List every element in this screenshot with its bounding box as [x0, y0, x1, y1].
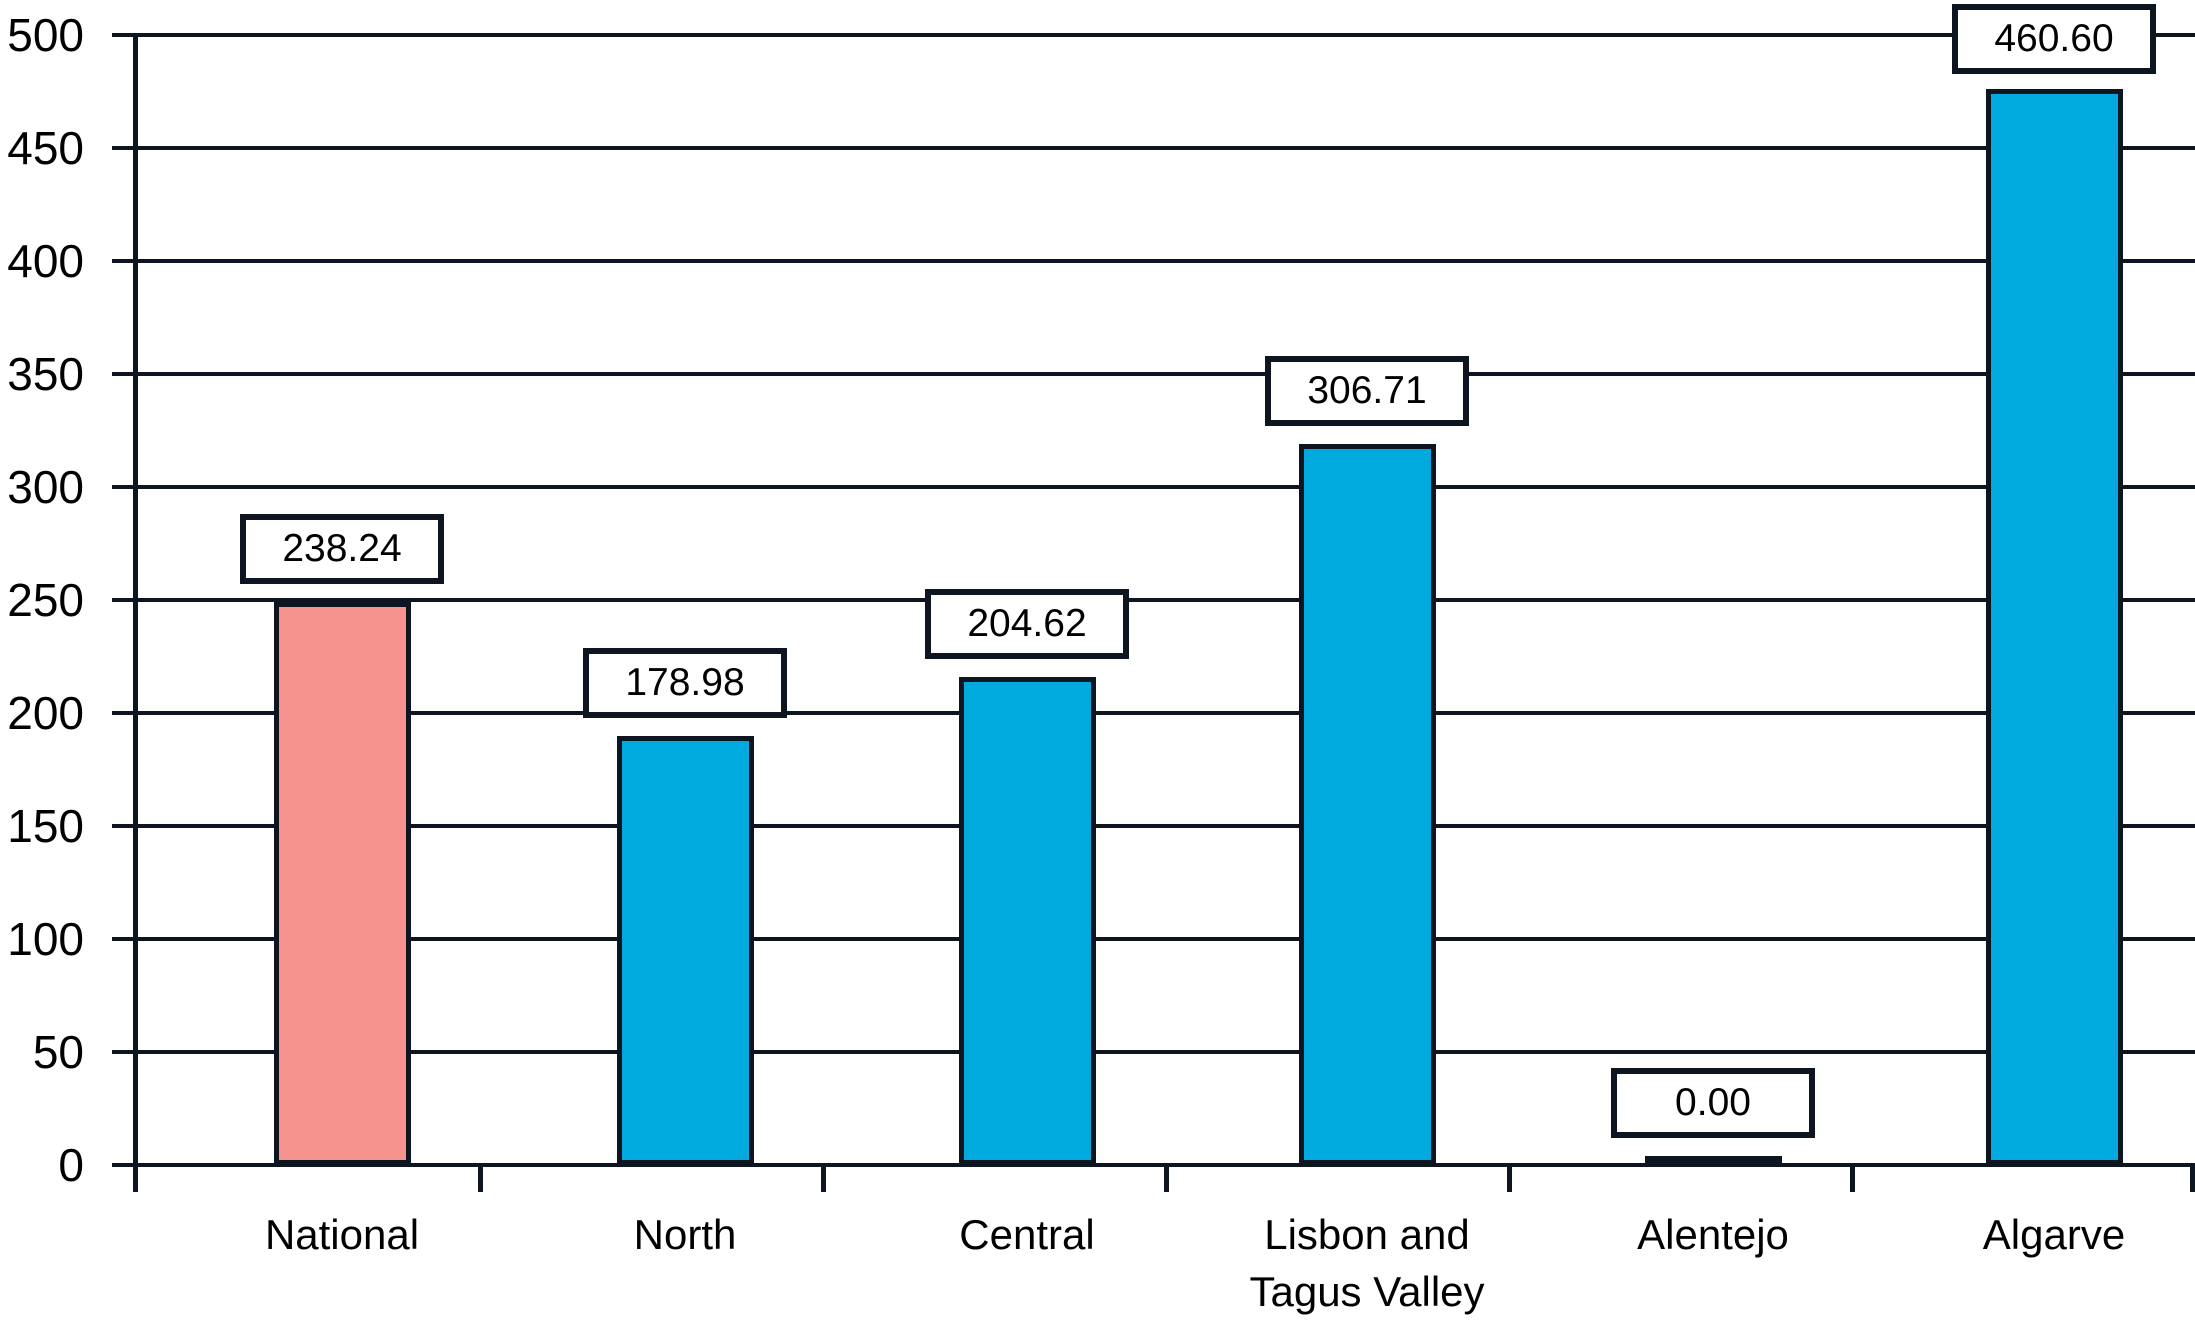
value-label-box: 238.24: [240, 514, 444, 584]
bar-national: [274, 602, 411, 1165]
gridline: [112, 33, 2195, 37]
y-axis-tick-label: 0: [58, 1139, 84, 1191]
x-axis-tick: [2190, 1165, 2195, 1192]
y-axis-tick-label: 300: [7, 461, 84, 513]
y-axis-tick-label: 500: [7, 9, 84, 61]
x-axis-label-algarve: Algarve: [1982, 1211, 2126, 1258]
gridline: [112, 485, 2195, 489]
x-axis-tick: [1850, 1165, 1855, 1192]
gridline: [112, 937, 2195, 941]
bar-algarve: [1986, 89, 2123, 1165]
gridline: [112, 711, 2195, 715]
gridline: [112, 598, 2195, 602]
gridline: [112, 146, 2195, 150]
x-axis-label-lisbon-and-tagus-valley: Lisbon and Tagus Valley: [1249, 1211, 1485, 1315]
gridline: [112, 372, 2195, 376]
bar-alentejo: [1645, 1156, 1782, 1166]
bar-north: [617, 736, 754, 1165]
x-axis-label-alentejo: Alentejo: [1637, 1211, 1789, 1258]
y-axis-tick-label: 200: [7, 687, 84, 739]
gridline: [112, 1163, 2195, 1167]
value-label-box: 178.98: [583, 648, 787, 718]
gridline: [112, 824, 2195, 828]
y-axis-tick-label: 450: [7, 122, 84, 174]
gridline: [112, 1050, 2195, 1054]
x-axis-label-north: North: [633, 1211, 737, 1258]
x-axis-tick: [478, 1165, 483, 1192]
value-label-box: 306.71: [1265, 356, 1469, 426]
value-label-box: 460.60: [1952, 4, 2156, 74]
y-axis-tick-label: 150: [7, 800, 84, 852]
y-axis-tick-label: 100: [7, 913, 84, 965]
gridline: [112, 259, 2195, 263]
x-axis-tick: [1164, 1165, 1169, 1192]
bar-lisbon-and-tagus-valley: [1299, 444, 1436, 1165]
y-axis-tick-label: 50: [32, 1026, 84, 1078]
y-axis-tick-label: 350: [7, 348, 84, 400]
y-axis-tick-label: 400: [7, 235, 84, 287]
y-axis-line: [133, 35, 138, 1192]
y-axis-tick-label: 250: [7, 574, 84, 626]
value-label-box: 204.62: [925, 589, 1129, 659]
x-axis-label-central: Central: [959, 1211, 1095, 1258]
x-axis-tick: [1507, 1165, 1512, 1192]
value-label-box: 0.00: [1611, 1068, 1815, 1138]
bar-central: [959, 677, 1096, 1165]
x-axis-tick: [821, 1165, 826, 1192]
x-axis-label-national: National: [264, 1211, 420, 1258]
